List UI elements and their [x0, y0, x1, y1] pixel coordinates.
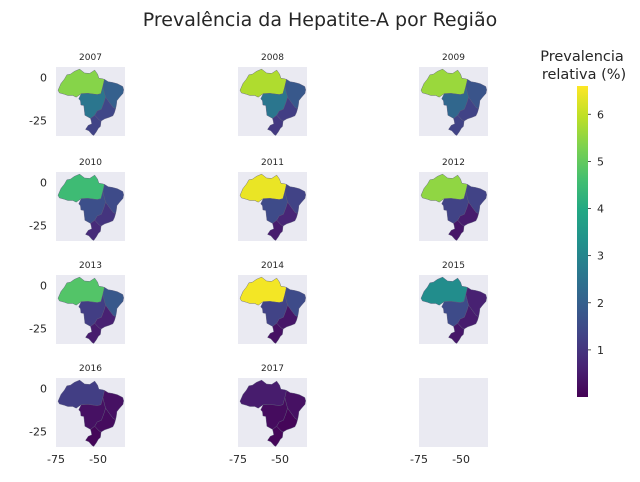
colorbar-tick-label: 6: [597, 108, 604, 121]
x-tick-label: -75: [229, 453, 247, 466]
region-sul: [448, 323, 465, 344]
chart-title: Prevalência da Hepatite-A por Região: [143, 9, 497, 31]
region-sudeste: [276, 408, 298, 433]
panel-title: 2016: [79, 364, 102, 374]
panel-2016: 0 -25 -75 -50 2016: [29, 364, 125, 466]
colorbar-gradient: [577, 86, 588, 397]
region-norte: [420, 276, 468, 306]
x-tick-label: -75: [410, 453, 428, 466]
region-sul: [85, 426, 102, 447]
y-tick-label: 0: [40, 71, 47, 84]
panel-2009: 2009: [419, 53, 488, 136]
panel-title: 2014: [261, 261, 284, 271]
panel-2017: -75 -50 2017: [229, 364, 307, 466]
region-sul: [267, 323, 284, 344]
region-norte: [57, 276, 105, 306]
region-sudeste: [94, 305, 116, 330]
y-tick-label: 0: [40, 176, 47, 189]
colorbar-tick-label: 1: [597, 344, 604, 357]
panel-2013: 0 -25 2013: [29, 261, 125, 344]
panel-2007: 0 -25 2007: [29, 53, 125, 136]
panel-2010: 0 -25 2010: [29, 158, 125, 241]
y-tick-label: -25: [29, 425, 47, 438]
region-sudeste: [457, 201, 479, 227]
panel-title: 2015: [442, 261, 465, 271]
region-sul: [448, 115, 465, 136]
y-tick-label: -25: [29, 219, 47, 232]
region-norte: [239, 68, 287, 98]
region-norte: [239, 173, 287, 203]
colorbar-label-line-1: Prevalencia: [540, 49, 624, 65]
region-sul: [267, 426, 284, 447]
panel-title: 2009: [442, 53, 465, 63]
x-tick-label: -50: [89, 453, 107, 466]
panel-title: 2008: [261, 53, 284, 63]
panel-title: 2007: [79, 53, 102, 63]
panel-title: 2010: [79, 158, 102, 168]
region-norte: [420, 173, 468, 203]
region-sul: [85, 323, 102, 344]
region-sudeste: [94, 408, 116, 433]
region-norte: [57, 68, 105, 98]
region-sudeste: [276, 201, 298, 227]
colorbar-label-line-2: relativa (%): [542, 67, 626, 83]
panel-2015: 2015: [419, 261, 488, 344]
colorbar-tick-label: 2: [597, 297, 604, 310]
region-sudeste: [457, 305, 479, 330]
panel-empty: -75 -50: [410, 378, 488, 466]
colorbar-tick-label: 4: [597, 203, 604, 216]
region-norte: [420, 68, 468, 98]
y-tick-label: -25: [29, 322, 47, 335]
panel-title: 2011: [261, 158, 284, 168]
x-tick-label: -50: [452, 453, 470, 466]
colorbar-tick-label: 5: [597, 155, 604, 168]
region-sudeste: [276, 305, 298, 330]
y-tick-label: -25: [29, 114, 47, 127]
colorbar-ticks: 1 2 3 4 5 6: [588, 108, 604, 357]
panel-title: 2017: [261, 364, 284, 374]
region-sudeste: [276, 96, 298, 122]
panels-grid: 0 -25 2007 2008 2009 0 -25 2010 2011 2012 0 -25 2013…: [29, 53, 488, 466]
region-sul: [267, 220, 284, 241]
y-tick-label: 0: [40, 279, 47, 292]
region-sudeste: [94, 96, 116, 122]
region-sudeste: [94, 201, 116, 227]
region-sul: [85, 115, 102, 136]
x-tick-label: -75: [47, 453, 65, 466]
region-norte: [239, 276, 287, 306]
region-sul: [85, 220, 102, 241]
panel-2012: 2012: [419, 158, 488, 241]
colorbar-tick-label: 3: [597, 250, 604, 263]
panel-title: 2013: [79, 261, 102, 271]
panel-2011: 2011: [238, 158, 307, 241]
region-sul: [267, 115, 284, 136]
x-tick-label: -50: [271, 453, 289, 466]
region-norte: [239, 379, 287, 409]
region-norte: [57, 379, 105, 409]
panel-title: 2012: [442, 158, 465, 168]
region-sul: [448, 220, 465, 241]
region-sudeste: [457, 96, 479, 122]
colorbar: Prevalencia relativa (%) 1 2 3 4 5 6: [540, 49, 626, 397]
y-tick-label: 0: [40, 382, 47, 395]
region-norte: [57, 173, 105, 203]
panel-2014: 2014: [238, 261, 307, 344]
panel-2008: 2008: [238, 53, 307, 136]
